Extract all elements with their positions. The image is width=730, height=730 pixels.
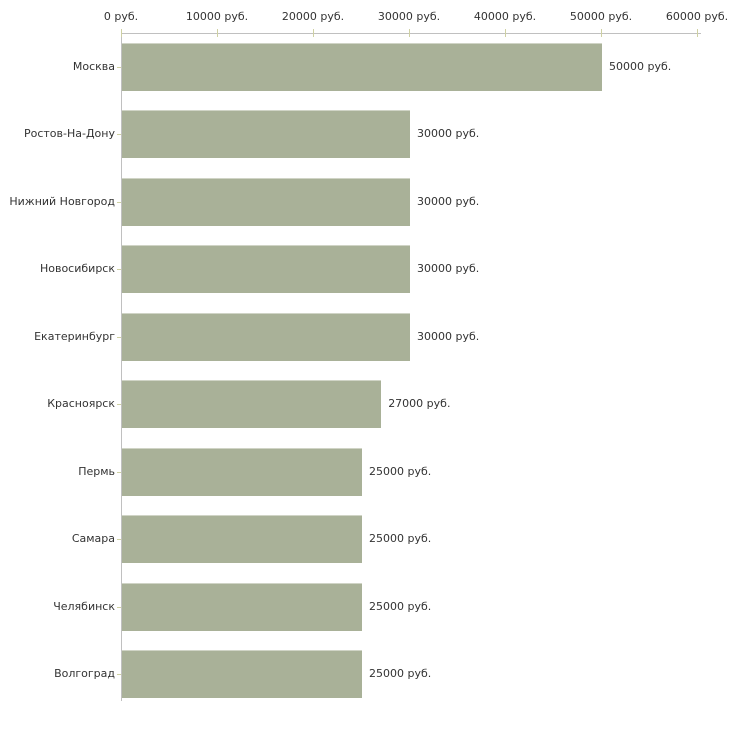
value-label: 50000 руб. <box>609 59 672 73</box>
bar[interactable] <box>122 312 410 361</box>
bar-row: Пермь 25000 руб. <box>0 438 730 506</box>
bar-row: Волгоград 25000 руб. <box>0 641 730 709</box>
category-label: Пермь <box>78 464 115 478</box>
value-label: 30000 руб. <box>417 194 480 208</box>
bar-row: Челябинск 25000 руб. <box>0 573 730 641</box>
bar-row: Самара 25000 руб. <box>0 506 730 574</box>
bar-row: Москва 50000 руб. <box>0 33 730 101</box>
y-axis-line <box>121 33 122 701</box>
value-label: 30000 руб. <box>417 262 480 276</box>
bar[interactable] <box>122 42 602 91</box>
bar[interactable] <box>122 245 410 294</box>
value-label: 25000 руб. <box>369 599 432 613</box>
category-label: Новосибирск <box>39 262 115 276</box>
x-axis-line <box>121 33 701 34</box>
value-label: 30000 руб. <box>417 329 480 343</box>
value-label: 27000 руб. <box>388 397 451 411</box>
x-axis-tick-label: 50000 руб. <box>569 10 633 23</box>
value-label: 25000 руб. <box>369 464 432 478</box>
bar[interactable] <box>122 447 362 496</box>
x-axis-tick-label: 40000 руб. <box>473 10 537 23</box>
bar[interactable] <box>122 515 362 564</box>
value-label: 25000 руб. <box>369 667 432 681</box>
value-label: 25000 руб. <box>369 532 432 546</box>
category-label: Нижний Новгород <box>9 194 115 208</box>
value-label: 30000 руб. <box>417 127 480 141</box>
category-label: Красноярск <box>47 397 115 411</box>
category-label: Екатеринбург <box>34 329 115 343</box>
bar-row: Ростов-На-Дону 30000 руб. <box>0 101 730 169</box>
bar[interactable] <box>122 650 362 699</box>
bar-row: Екатеринбург 30000 руб. <box>0 303 730 371</box>
category-label: Волгоград <box>54 667 115 681</box>
bar[interactable] <box>122 110 410 159</box>
bar-row: Красноярск 27000 руб. <box>0 371 730 439</box>
category-label: Самара <box>71 532 115 546</box>
x-axis-tick-label: 20000 руб. <box>281 10 345 23</box>
bar[interactable] <box>122 177 410 226</box>
category-label: Ростов-На-Дону <box>23 127 115 141</box>
x-axis-tick-label: 30000 руб. <box>377 10 441 23</box>
bar[interactable] <box>122 380 382 429</box>
x-axis-tick-label: 0 руб. <box>103 10 139 23</box>
x-axis-tick-label: 60000 руб. <box>665 10 729 23</box>
category-label: Челябинск <box>53 599 115 613</box>
bar-row: Новосибирск 30000 руб. <box>0 236 730 304</box>
category-label: Москва <box>72 59 115 73</box>
bar[interactable] <box>122 582 362 631</box>
x-axis-tick-label: 10000 руб. <box>185 10 249 23</box>
bar-row: Нижний Новгород 30000 руб. <box>0 168 730 236</box>
